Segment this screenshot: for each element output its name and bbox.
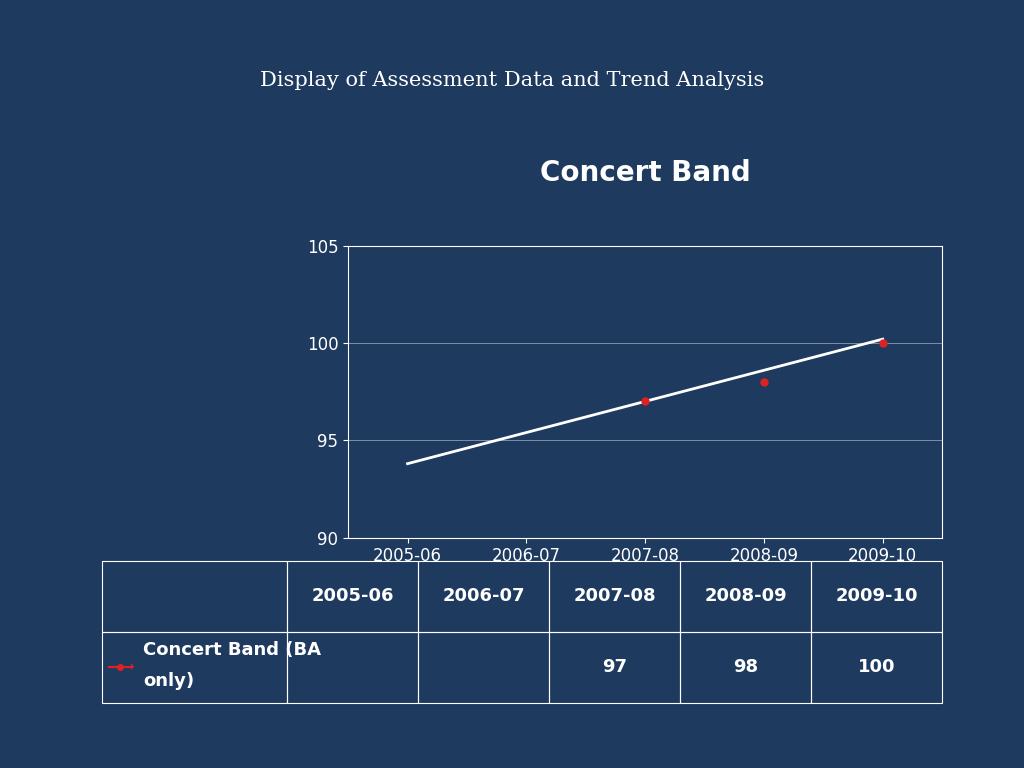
Text: Concert Band: Concert Band: [540, 159, 751, 187]
Text: 2006-07: 2006-07: [442, 588, 525, 605]
Text: Display of Assessment Data and Trend Analysis: Display of Assessment Data and Trend Ana…: [260, 71, 764, 90]
Text: Concert Band (BA: Concert Band (BA: [143, 641, 322, 659]
Text: 2007-08: 2007-08: [573, 588, 656, 605]
Text: 97: 97: [602, 658, 627, 676]
Text: 2005-06: 2005-06: [311, 588, 394, 605]
Text: 100: 100: [858, 658, 895, 676]
Text: 2009-10: 2009-10: [836, 588, 918, 605]
Text: only): only): [143, 672, 195, 690]
Text: →: →: [122, 660, 134, 674]
Text: 2008-09: 2008-09: [705, 588, 786, 605]
Text: 98: 98: [733, 658, 758, 676]
